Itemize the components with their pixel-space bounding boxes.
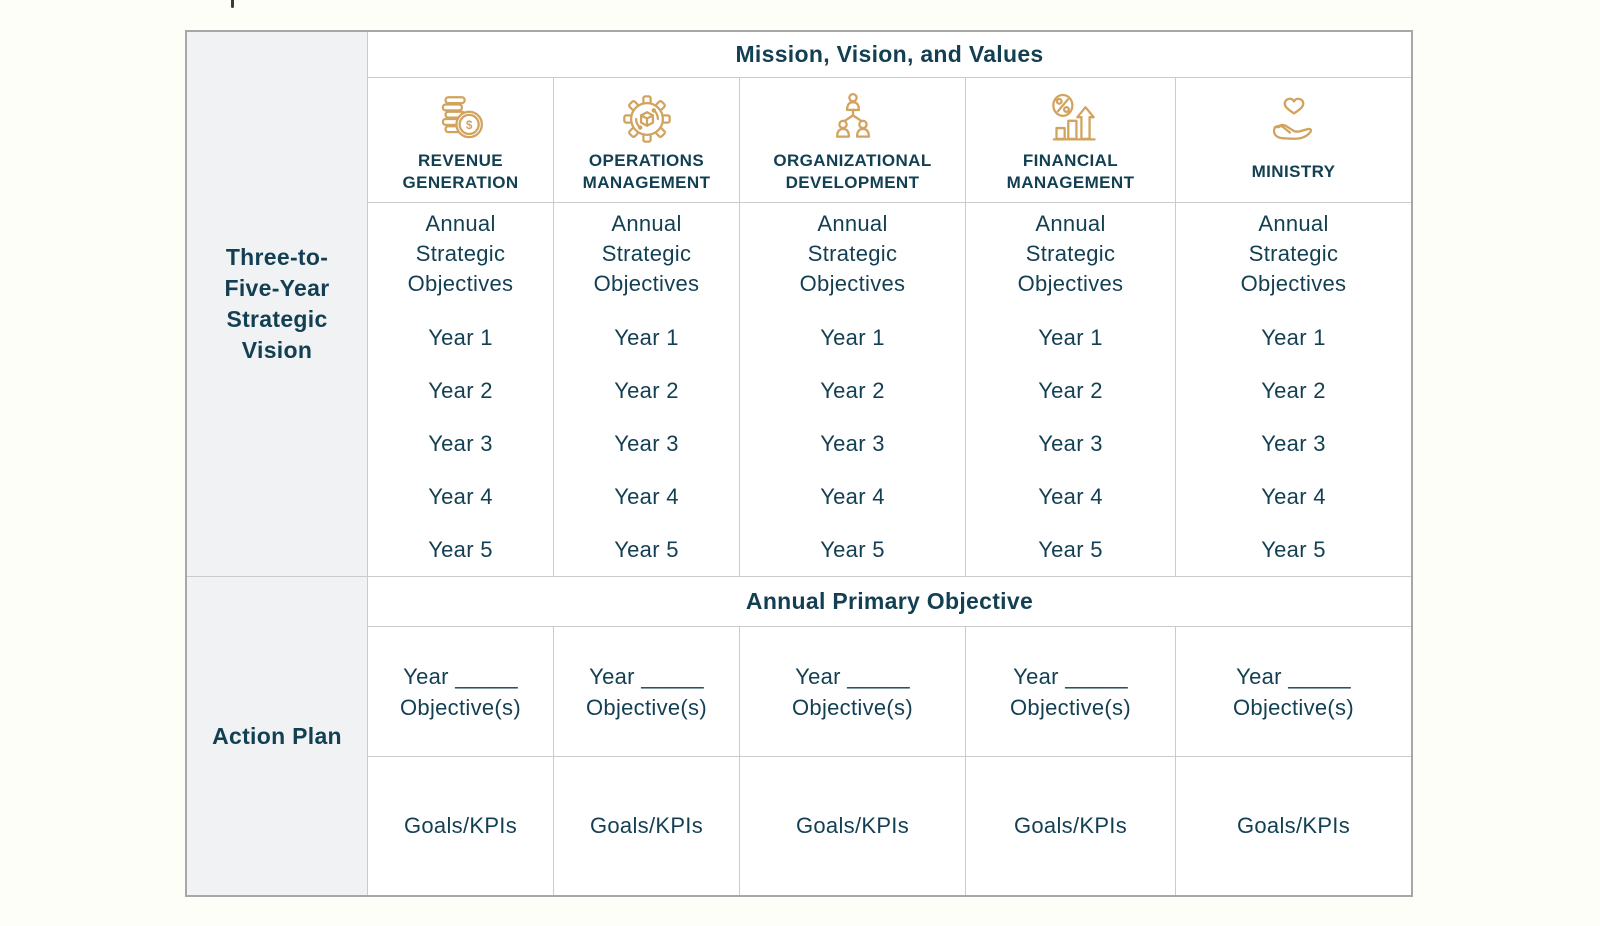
year-objectives-cell: Year _____ Objective(s): [554, 627, 740, 757]
category-label: REVENUE GENERATION: [402, 151, 519, 192]
year-line: Year 1: [820, 325, 885, 350]
goals-kpis-label: Goals/KPIs: [403, 813, 518, 838]
year-line: Year 4: [820, 484, 885, 509]
year-line: Year 2: [614, 378, 679, 403]
year-line: Year 1: [614, 325, 679, 350]
category-cell-revenue-generation: $ REVENUE GENERATION: [368, 78, 554, 203]
category-cell-ministry: MINISTRY: [1176, 78, 1411, 203]
year-line: Year 3: [614, 431, 679, 456]
action-plan-label: Action Plan: [212, 722, 342, 749]
goals-kpis-cell: Goals/KPIs: [368, 757, 554, 895]
year-blank-label: Year _____: [1013, 663, 1128, 689]
goals-kpis-label: Goals/KPIs: [589, 813, 704, 838]
action-plan-panel: Action Plan: [187, 577, 368, 895]
objectives-label: Objective(s): [400, 694, 521, 720]
strategic-vision-panel: Three-to- Five-Year Strategic Vision: [187, 32, 368, 577]
year-line: Year 5: [428, 537, 493, 562]
goals-kpis-label: Goals/KPIs: [1236, 813, 1351, 838]
year-line: Year 2: [1038, 378, 1103, 403]
category-label: OPERATIONS MANAGEMENT: [582, 151, 711, 192]
year-blank-label: Year _____: [589, 663, 704, 689]
category-label: FINANCIAL MANAGEMENT: [1006, 151, 1135, 192]
strategic-objectives-cell-ministry: Annual Strategic Objectives Year 1 Year …: [1176, 203, 1411, 577]
strategic-vision-label-line: Vision: [241, 337, 313, 363]
year-objectives-cell: Year _____ Objective(s): [740, 627, 966, 757]
year-blank-label: Year _____: [403, 663, 518, 689]
strategic-vision-label-line: Strategic: [226, 306, 328, 332]
goals-kpis-cell: Goals/KPIs: [740, 757, 966, 895]
goals-kpis-cell: Goals/KPIs: [554, 757, 740, 895]
annual-primary-objective-header: Annual Primary Objective: [368, 577, 1411, 627]
org-chart-icon: [824, 88, 882, 150]
strategic-objectives-cell-revenue-generation: Annual Strategic Objectives Year 1 Year …: [368, 203, 554, 577]
coin-stack-icon: $: [432, 88, 490, 150]
category-cell-financial-management: FINANCIAL MANAGEMENT: [966, 78, 1176, 203]
strategic-planning-table: Three-to- Five-Year Strategic Vision Act…: [185, 30, 1413, 897]
year-line: Year 5: [1261, 537, 1326, 562]
year-blank-label: Year _____: [795, 663, 910, 689]
year-line: Year 3: [1038, 431, 1103, 456]
category-label: ORGANIZATIONAL DEVELOPMENT: [773, 151, 932, 192]
percent-growth-icon: [1042, 88, 1100, 150]
goals-kpis-label: Goals/KPIs: [795, 813, 910, 838]
svg-text:$: $: [465, 119, 472, 132]
annual-strategic-objectives-label: Annual Strategic Objectives: [1017, 211, 1124, 296]
year-line: Year 5: [1038, 537, 1103, 562]
year-blank-label: Year _____: [1236, 663, 1351, 689]
year-line: Year 2: [820, 378, 885, 403]
gear-cube-icon: [618, 88, 676, 150]
year-line: Year 4: [1038, 484, 1103, 509]
annual-strategic-objectives-label: Annual Strategic Objectives: [593, 211, 700, 296]
year-objectives-cell: Year _____ Objective(s): [1176, 627, 1411, 757]
strategic-objectives-cell-organizational-development: Annual Strategic Objectives Year 1 Year …: [740, 203, 966, 577]
year-line: Year 1: [1038, 325, 1103, 350]
objectives-label: Objective(s): [1233, 694, 1354, 720]
year-objectives-cell: Year _____ Objective(s): [966, 627, 1176, 757]
goals-kpis-cell: Goals/KPIs: [966, 757, 1176, 895]
annual-strategic-objectives-label: Annual Strategic Objectives: [1240, 211, 1347, 296]
annual-strategic-objectives-label: Annual Strategic Objectives: [407, 211, 514, 296]
year-line: Year 2: [1261, 378, 1326, 403]
strategic-objectives-cell-financial-management: Annual Strategic Objectives Year 1 Year …: [966, 203, 1176, 577]
annual-primary-objective-title: Annual Primary Objective: [745, 588, 1034, 614]
year-objectives-cell: Year _____ Objective(s): [368, 627, 554, 757]
year-line: Year 2: [428, 378, 493, 403]
year-line: Year 3: [1261, 431, 1326, 456]
annual-strategic-objectives-label: Annual Strategic Objectives: [799, 211, 906, 296]
year-line: Year 1: [428, 325, 493, 350]
strategic-objectives-cell-operations-management: Annual Strategic Objectives Year 1 Year …: [554, 203, 740, 577]
objectives-label: Objective(s): [586, 694, 707, 720]
year-line: Year 3: [428, 431, 493, 456]
year-line: Year 3: [820, 431, 885, 456]
hand-heart-icon: [1265, 88, 1323, 150]
year-line: Year 4: [614, 484, 679, 509]
category-label: MINISTRY: [1251, 162, 1336, 181]
category-cell-organizational-development: ORGANIZATIONAL DEVELOPMENT: [740, 78, 966, 203]
mission-vision-values-title: Mission, Vision, and Values: [735, 41, 1044, 67]
mission-vision-values-header: Mission, Vision, and Values: [368, 32, 1411, 78]
goals-kpis-label: Goals/KPIs: [1013, 813, 1128, 838]
objectives-label: Objective(s): [792, 694, 913, 720]
year-line: Year 4: [428, 484, 493, 509]
year-line: Year 5: [820, 537, 885, 562]
cropped-text-artifact: [231, 0, 234, 8]
category-cell-operations-management: OPERATIONS MANAGEMENT: [554, 78, 740, 203]
strategic-vision-label-line: Three-to-: [225, 244, 329, 270]
objectives-label: Objective(s): [1010, 694, 1131, 720]
strategic-vision-label-line: Five-Year: [224, 275, 330, 301]
year-line: Year 1: [1261, 325, 1326, 350]
year-line: Year 5: [614, 537, 679, 562]
goals-kpis-cell: Goals/KPIs: [1176, 757, 1411, 895]
year-line: Year 4: [1261, 484, 1326, 509]
